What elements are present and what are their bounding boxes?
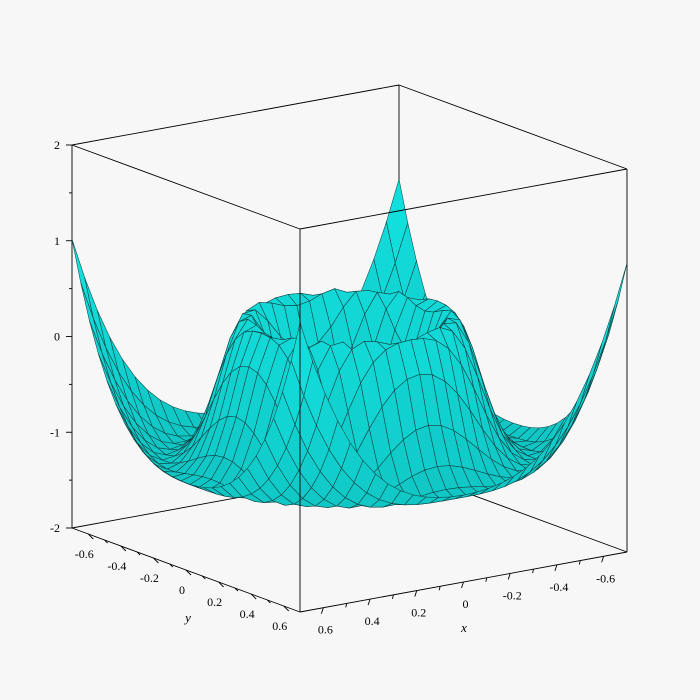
x-minor-tick <box>485 577 488 582</box>
y-minor-tick <box>234 587 239 592</box>
y-tick-label: 0.6 <box>272 619 287 633</box>
y-tick <box>185 569 192 576</box>
z-tick-label: 0 <box>54 330 60 344</box>
box-edge-back-left-top <box>71 84 400 146</box>
x-minor-tick <box>578 560 581 565</box>
x-tick <box>554 564 558 571</box>
y-tick <box>250 593 257 600</box>
x-minor-tick <box>391 594 394 599</box>
y-minor-tick <box>104 539 108 544</box>
y-axis-label: y <box>183 610 191 625</box>
z-tick-label: 1 <box>54 234 60 248</box>
z-axis: -2 -1 0 1 2 <box>50 138 72 535</box>
x-tick <box>507 573 511 580</box>
y-tick <box>153 557 159 564</box>
y-tick <box>283 605 290 612</box>
x-tick <box>601 556 605 563</box>
y-minor-tick <box>201 575 206 580</box>
x-tick-label: 0 <box>463 597 469 611</box>
box-edge-front-right-top <box>299 168 628 230</box>
x-tick-label: -0.2 <box>503 588 522 602</box>
x-tick-label: 0.6 <box>318 623 333 637</box>
z-tick-label: 2 <box>54 138 60 152</box>
x-tick <box>367 599 371 606</box>
x-tick-label: -0.4 <box>549 580 568 594</box>
x-axis-label: x <box>460 620 467 635</box>
y-tick <box>218 581 224 588</box>
x-minor-tick <box>345 603 348 608</box>
x-minor-tick <box>438 586 441 591</box>
box-edge-front-left-top <box>71 144 301 230</box>
surface-mesh <box>71 179 628 509</box>
surface-patch <box>592 305 615 375</box>
y-minor-tick <box>136 551 141 556</box>
y-tick-label: 0.4 <box>240 607 255 621</box>
box-edge-back-right-top <box>398 84 628 170</box>
y-tick <box>120 545 127 552</box>
surface-patch <box>567 374 590 427</box>
y-tick-label: -0.6 <box>75 547 94 561</box>
y-tick <box>87 533 94 540</box>
z-tick-label: -2 <box>50 521 60 535</box>
y-tick-label: 0.2 <box>207 595 222 609</box>
y-tick-label: -0.4 <box>107 559 126 573</box>
y-minor-tick <box>169 563 174 568</box>
z-tick-label: -1 <box>50 425 60 439</box>
y-tick-label: 0 <box>179 583 185 597</box>
x-tick-label: -0.6 <box>596 571 615 585</box>
y-axis: -0.6 -0.4 -0.2 0 0.2 0.4 0.6 <box>75 533 290 633</box>
x-minor-tick <box>532 569 535 574</box>
x-tick <box>320 607 324 614</box>
x-tick-label: 0.4 <box>365 614 380 628</box>
y-tick-label: -0.2 <box>140 571 159 585</box>
surface-patch <box>71 239 94 319</box>
x-tick <box>461 581 464 589</box>
x-tick <box>414 590 418 597</box>
x-tick-label: 0.2 <box>411 606 426 620</box>
y-minor-tick <box>267 599 271 604</box>
x-axis: -0.6 -0.4 -0.2 0 0.2 0.4 0.6 <box>318 556 615 637</box>
surface-patch <box>580 343 603 404</box>
